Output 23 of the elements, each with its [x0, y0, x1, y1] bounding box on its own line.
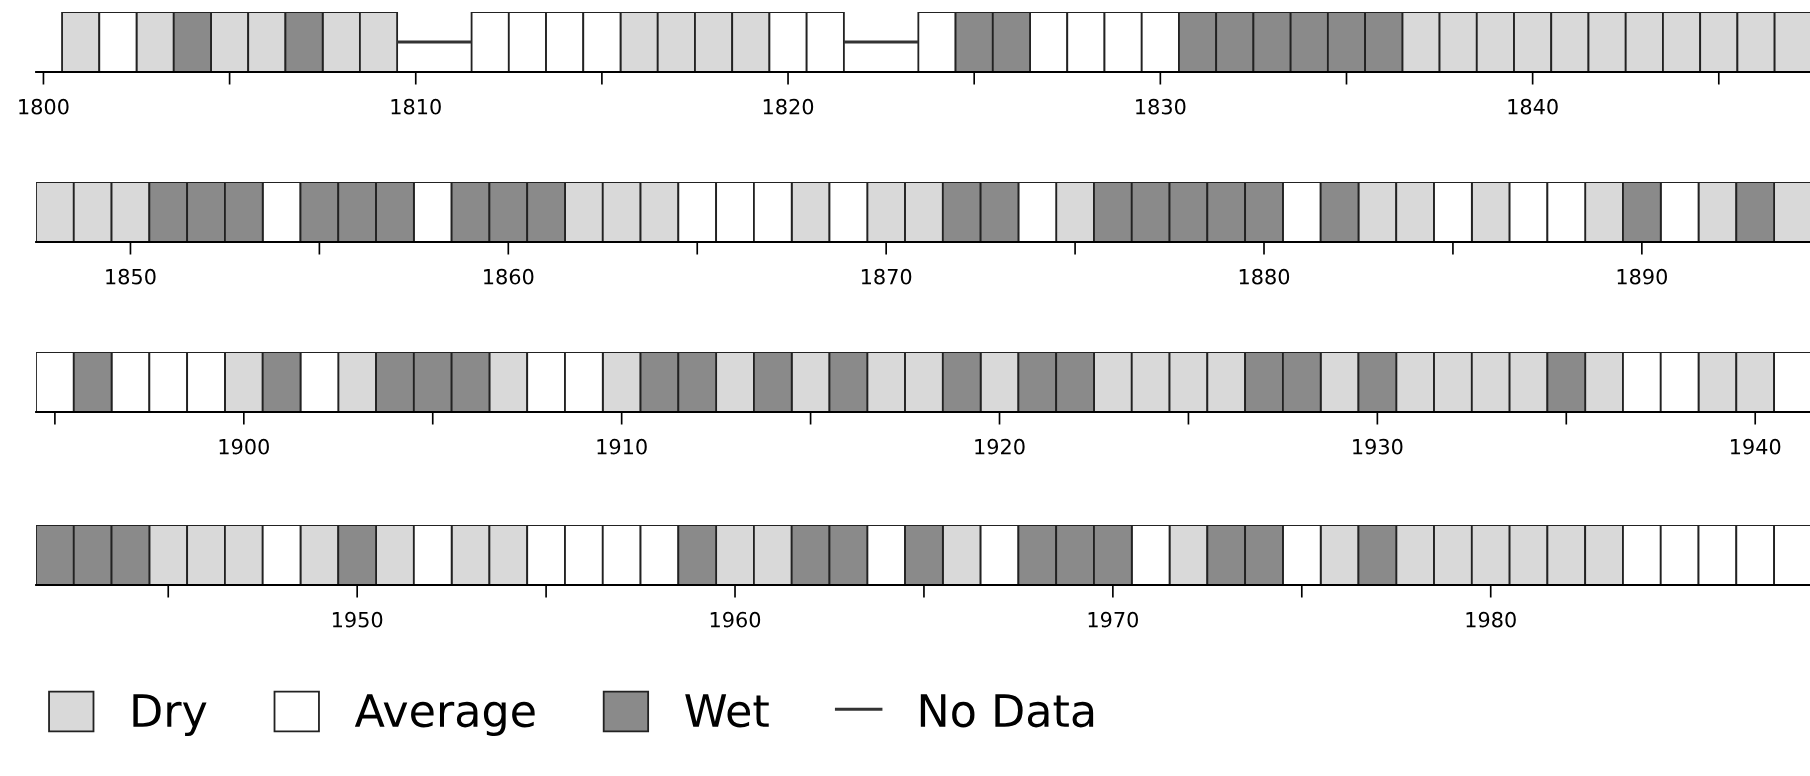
x-tick-label: 1970 [1088, 611, 1138, 628]
x-tick-label: 1830 [1136, 98, 1186, 115]
x-tick-label: 1950 [332, 611, 383, 628]
x-tick-label: 1910 [597, 438, 647, 455]
legend-label: Dry [133, 694, 207, 736]
x-tick-label: 1810 [391, 98, 441, 115]
x-tick-label: 1860 [484, 268, 534, 285]
x-tick-label: 1880 [1239, 268, 1290, 285]
legend-label: Wet [685, 694, 769, 728]
x-tick-label: 1870 [861, 268, 912, 285]
legend-label: Average [354, 694, 535, 736]
x-tick-label: 1980 [1466, 611, 1516, 628]
x-tick-label: 1800 [19, 98, 69, 115]
x-tick-label: 1850 [106, 268, 156, 285]
x-tick-label: 1930 [1353, 438, 1403, 455]
legend-label: No Data [920, 694, 1094, 728]
x-tick-label: 1820 [763, 98, 814, 115]
x-tick-label: 1900 [219, 438, 269, 455]
x-tick-label: 1840 [1508, 98, 1558, 115]
x-tick-label: 1960 [710, 611, 761, 628]
x-tick-label: 1890 [1617, 268, 1667, 285]
x-tick-label: 1940 [1730, 438, 1781, 455]
x-tick-label: 1920 [975, 438, 1025, 455]
